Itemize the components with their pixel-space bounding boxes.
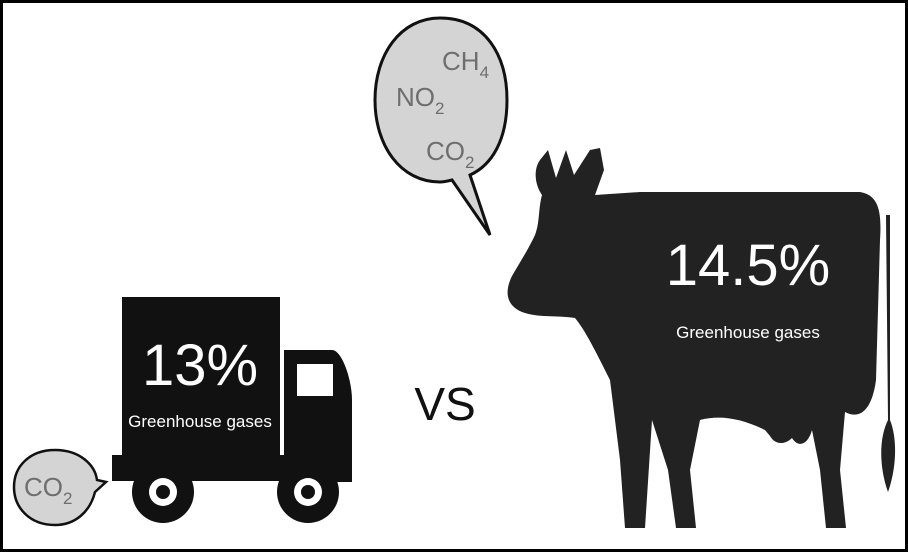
truck-caption: Greenhouse gases bbox=[128, 412, 272, 431]
truck-window bbox=[297, 364, 333, 396]
truck-hub-center bbox=[301, 485, 315, 499]
cow-percent: 14.5% bbox=[666, 233, 830, 298]
gas-formula: CH bbox=[442, 46, 480, 76]
gas-formula: CO bbox=[24, 472, 63, 502]
gas-subscript: 2 bbox=[435, 99, 444, 118]
truck-hub-center bbox=[156, 485, 170, 499]
vs-label: VS bbox=[414, 378, 475, 430]
gas-formula: CO bbox=[426, 136, 465, 166]
gas-subscript: 4 bbox=[480, 63, 489, 82]
cow-caption: Greenhouse gases bbox=[676, 323, 820, 342]
gas-formula: NO bbox=[396, 82, 435, 112]
gas-subscript: 2 bbox=[63, 489, 72, 508]
gas-subscript: 2 bbox=[465, 153, 474, 172]
truck-percent: 13% bbox=[142, 333, 258, 398]
infographic: CH4 NO2 CO2 14.5% Greenhouse gases VS 13… bbox=[0, 0, 908, 552]
